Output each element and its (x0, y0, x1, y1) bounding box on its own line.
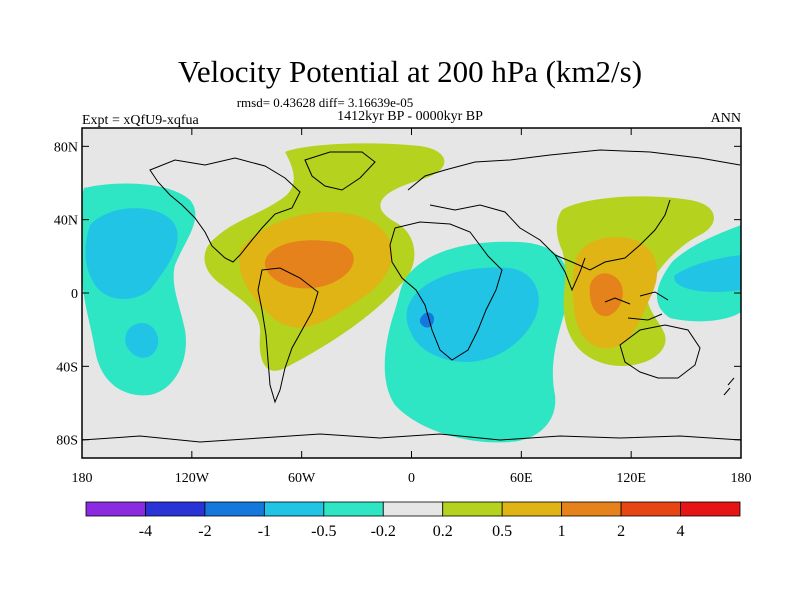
colorbar-labels: -4 -2 -1 -0.5 -0.2 0.2 0.5 1 2 4 (139, 523, 685, 540)
period-label: 1412kyr BP - 0000kyr BP (337, 109, 483, 124)
colorbar-swatch (501, 501, 563, 517)
lon-tick-label: 0 (408, 471, 415, 486)
south-america-coastline (257, 267, 319, 404)
pacific-east-blue-region (674, 255, 741, 292)
lat-tick-label: 40N (54, 214, 78, 229)
australia-coastline (619, 324, 701, 379)
lat-tick-label: 0 (71, 287, 78, 302)
lon-tick-label: 120W (175, 471, 210, 486)
colorbar-label: 0.5 (492, 523, 512, 540)
figure-title: Velocity Potential at 200 hPa (km2/s) (178, 54, 642, 89)
colorbar-swatch (323, 501, 384, 517)
lat-tick-label: 80S (56, 434, 78, 449)
latitude-axis: 80N 40N 0 40S 80S (54, 140, 741, 449)
colorbar-label: 2 (617, 523, 625, 540)
season-label: ANN (711, 111, 741, 126)
longitude-axis: 180 120W 60W 0 60E 120E 180 (72, 128, 752, 486)
north-america-coastline (149, 157, 301, 263)
colorbar-swatch (680, 501, 741, 517)
colorbar-label: 0.2 (433, 523, 453, 540)
map-area (82, 128, 741, 458)
africa-blue-region (406, 267, 539, 363)
colorbar-label: -4 (139, 523, 152, 540)
colorbar-label: 1 (558, 523, 566, 540)
colorbar-label: -2 (198, 523, 211, 540)
lat-tick-label: 80N (54, 140, 78, 155)
colorbar-label: -1 (258, 523, 271, 540)
experiment-label: Expt = xQfU9-xqfua (82, 113, 200, 128)
europe-asia-coastline (407, 149, 741, 271)
colorbar-swatch (620, 501, 681, 517)
colorbar-swatch (442, 501, 503, 517)
asia-orange-region (589, 273, 623, 317)
colorbar (85, 501, 741, 517)
atlantic-orange-region (264, 240, 354, 289)
india-coastline (554, 254, 586, 292)
lon-tick-label: 60W (288, 471, 316, 486)
lat-tick-label: 40S (56, 360, 78, 375)
lon-tick-label: 120E (616, 471, 646, 486)
colorbar-swatch (145, 501, 206, 517)
colorbar-swatch (85, 501, 146, 517)
colorbar-swatch (204, 501, 265, 517)
colorbar-swatch (263, 501, 325, 517)
maritime-continent-coastline (604, 291, 669, 321)
antarctica-coastline (82, 433, 741, 443)
stats-label: rmsd= 0.43628 diff= 3.16639e-05 (237, 95, 414, 110)
africa-coastline (389, 221, 503, 361)
pacific-south-blue-region (125, 323, 159, 358)
colorbar-label: -0.2 (371, 523, 396, 540)
lon-tick-label: 180 (72, 471, 93, 486)
colorbar-label: -0.5 (311, 523, 336, 540)
pacific-west-blue-region (85, 208, 178, 300)
lon-tick-label: 180 (731, 471, 752, 486)
colorbar-swatch (382, 501, 444, 517)
colorbar-label: 4 (677, 523, 685, 540)
greenland-coastline (304, 151, 376, 191)
coastlines (82, 149, 741, 443)
colorbar-swatch (561, 501, 622, 517)
new-zealand-coastline (723, 377, 735, 396)
lon-tick-label: 60E (510, 471, 533, 486)
